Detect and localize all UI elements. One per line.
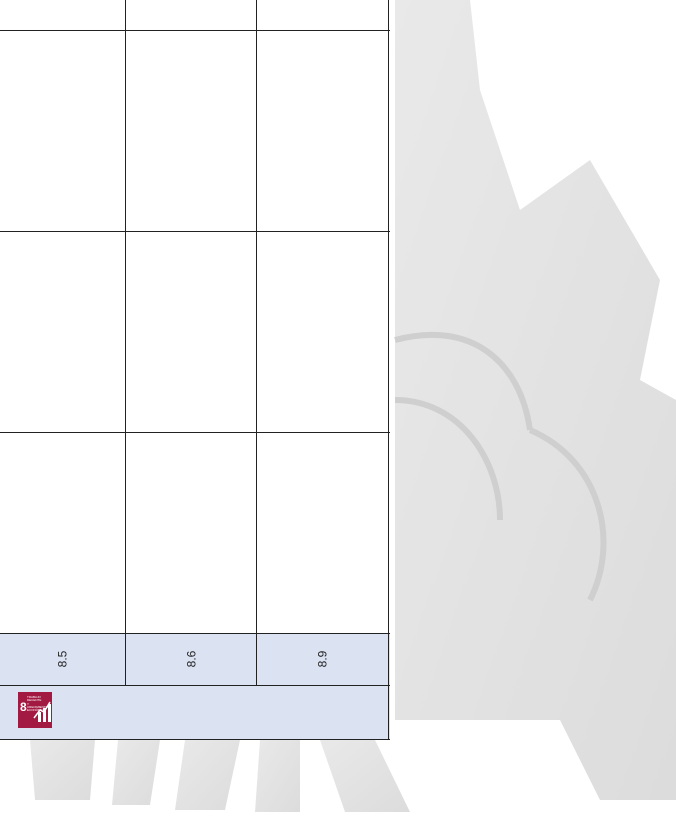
row-line <box>0 432 390 433</box>
row-line <box>0 30 390 31</box>
code: 8.6 <box>184 650 198 668</box>
table: 8.5 8.6 8.9 8 TRABAJO DECENTE Y CRECIMIE… <box>0 0 390 740</box>
cell: 8.5 <box>0 633 125 685</box>
icon-number: 8 <box>20 700 27 714</box>
sdg-icon: 8 TRABAJO DECENTE Y CRECIMIENTO ECONÓMIC… <box>18 692 52 728</box>
col-line <box>256 0 257 685</box>
code: 8.9 <box>315 650 330 668</box>
row-line <box>0 231 390 232</box>
icon-label: TRABAJO DECENTE Y CRECIMIENTO ECONÓMICO <box>27 695 48 713</box>
code: 8.5 <box>55 650 70 668</box>
icon-row <box>0 685 390 740</box>
col-line <box>125 0 126 685</box>
col-line <box>388 0 389 740</box>
code-row <box>0 633 390 685</box>
row-line <box>0 633 390 634</box>
icon-graphic <box>33 701 51 722</box>
cell: 8.9 <box>257 633 388 685</box>
cell: 8.6 <box>126 633 256 685</box>
row-line <box>0 739 390 740</box>
row-line <box>0 685 390 686</box>
